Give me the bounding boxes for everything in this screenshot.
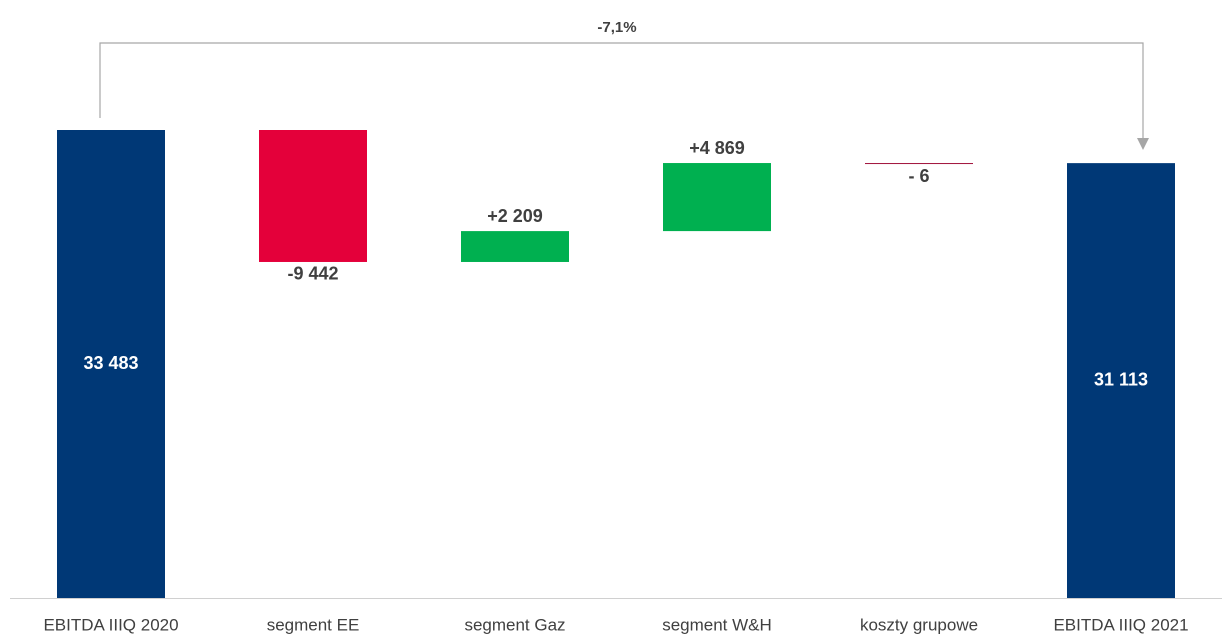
value-label: 33 483 <box>83 353 138 373</box>
x-tick-label: EBITDA IIIQ 2021 <box>1053 615 1188 634</box>
x-tick-label: koszty grupowe <box>860 615 978 634</box>
change-arrowhead <box>1137 138 1149 150</box>
value-label: +2 209 <box>487 206 543 226</box>
bar <box>1067 163 1175 598</box>
bar <box>865 163 973 165</box>
x-tick-label: EBITDA IIIQ 2020 <box>43 615 178 634</box>
value-label: -9 442 <box>287 264 338 284</box>
bar <box>663 163 771 232</box>
value-label: - 6 <box>908 166 929 186</box>
value-label: +4 869 <box>689 138 745 158</box>
bar <box>259 130 367 262</box>
bar <box>461 231 569 262</box>
x-tick-label: segment EE <box>267 615 360 634</box>
bar <box>57 130 165 598</box>
change-annotation: -7,1% <box>597 19 636 36</box>
value-label: 31 113 <box>1094 369 1148 389</box>
x-tick-label: segment W&H <box>662 615 772 634</box>
x-tick-label: segment Gaz <box>464 615 565 634</box>
change-bracket <box>99 42 1144 140</box>
